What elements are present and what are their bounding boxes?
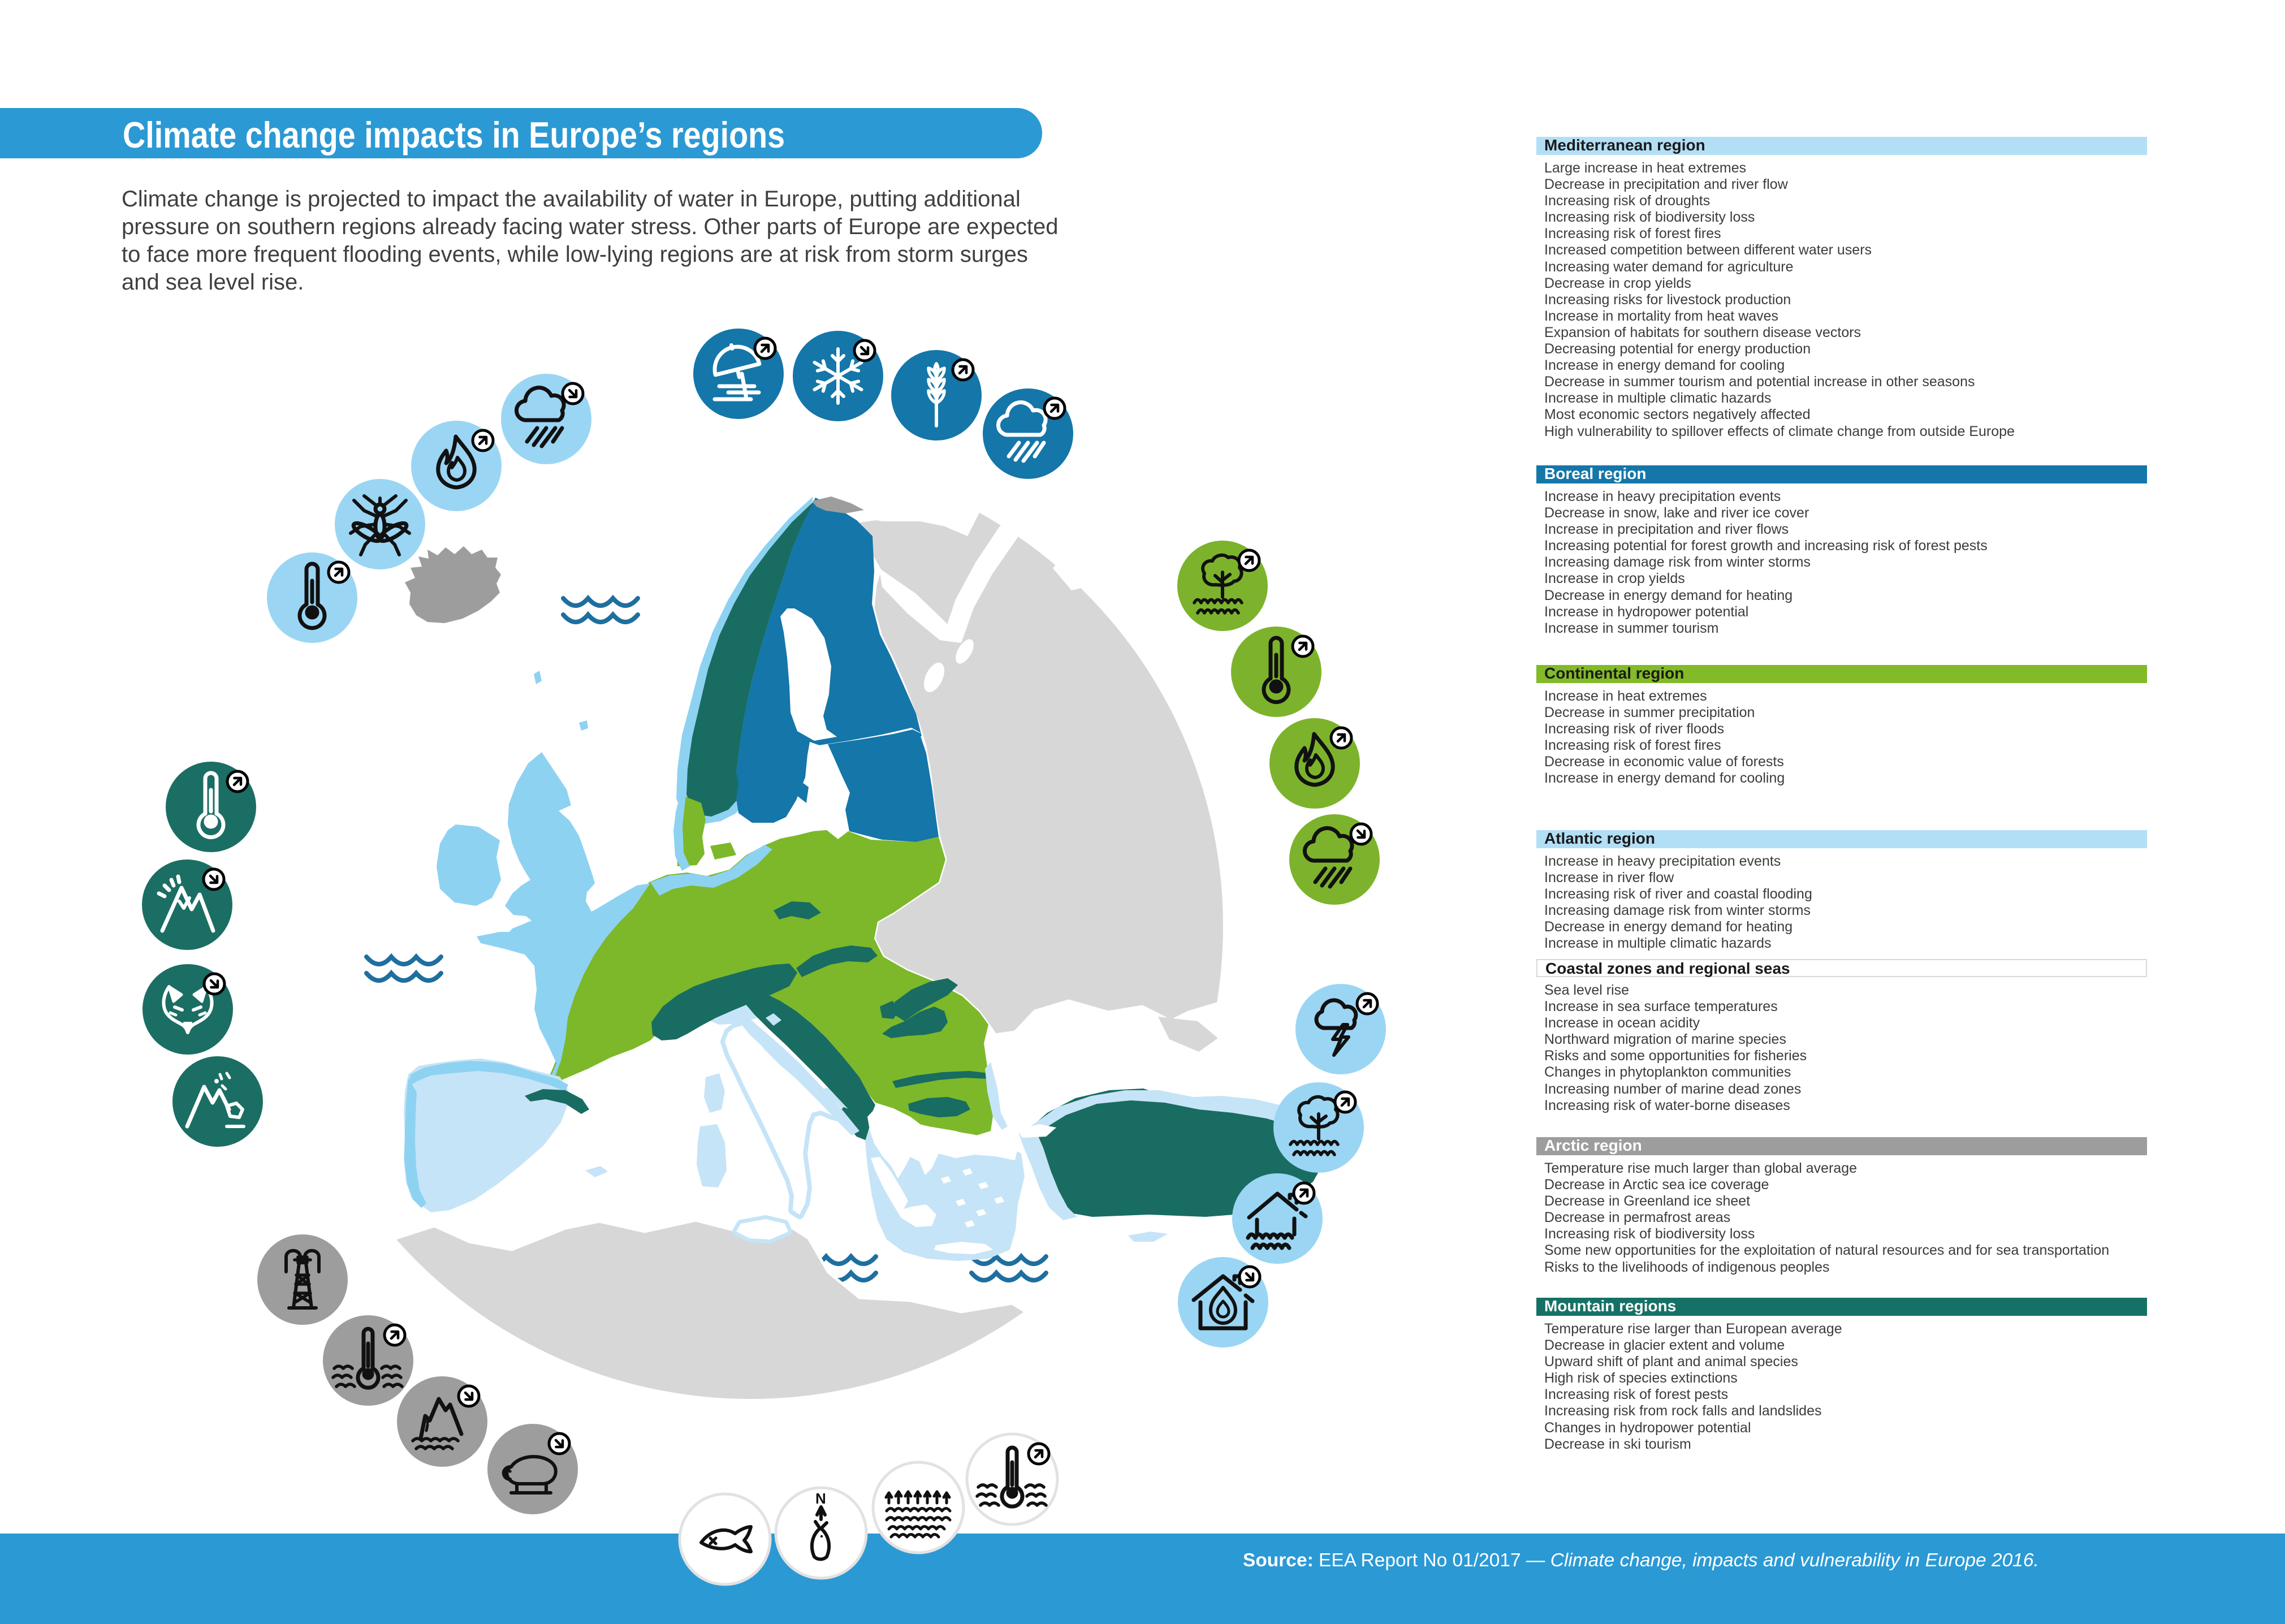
svg-text:N: N	[815, 1490, 826, 1507]
